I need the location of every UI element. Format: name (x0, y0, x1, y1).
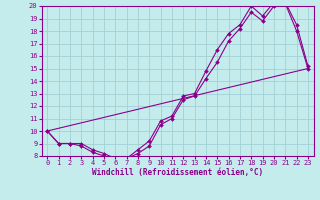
X-axis label: Windchill (Refroidissement éolien,°C): Windchill (Refroidissement éolien,°C) (92, 168, 263, 177)
